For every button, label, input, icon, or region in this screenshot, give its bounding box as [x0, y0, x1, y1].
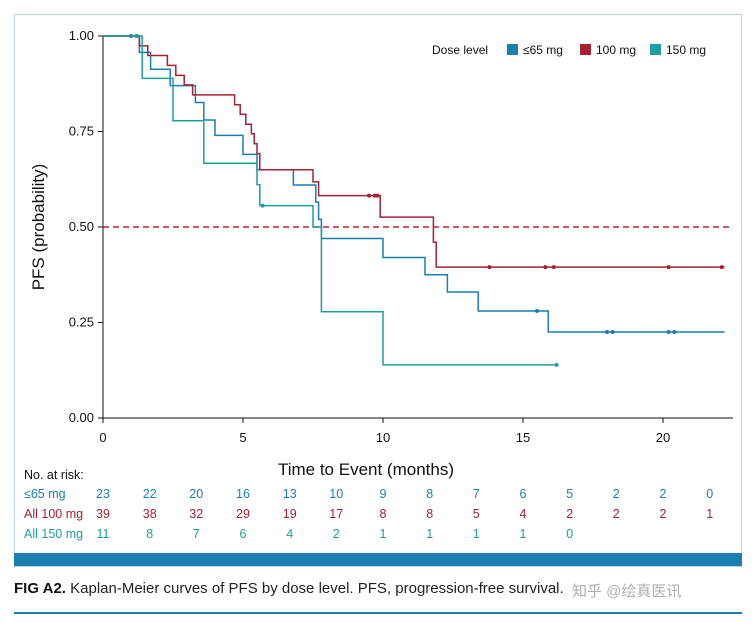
risk-row-label: All 150 mg: [24, 527, 83, 541]
risk-count: 6: [240, 527, 247, 541]
risk-count: 6: [520, 487, 527, 501]
risk-count: 19: [283, 507, 297, 521]
risk-count: 1: [380, 527, 387, 541]
risk-count: 29: [236, 507, 250, 521]
risk-count: 5: [473, 507, 480, 521]
risk-count: 1: [706, 507, 713, 521]
risk-count: 9: [380, 487, 387, 501]
risk-count: 7: [193, 527, 200, 541]
y-tick-label: 0.50: [69, 219, 94, 234]
risk-count: 8: [426, 487, 433, 501]
risk-count: 22: [143, 487, 157, 501]
risk-count: 2: [613, 507, 620, 521]
km-curve-100-mg: [103, 35, 725, 268]
risk-count: 2: [613, 487, 620, 501]
legend-swatch: [650, 44, 661, 55]
legend-label: 100 mg: [596, 43, 636, 57]
censor-mark-100-mg: [543, 265, 548, 270]
censor-mark-150-mg: [554, 362, 559, 367]
censor-mark-100-mg: [372, 193, 377, 198]
censor-mark-100-mg: [487, 265, 492, 270]
risk-count: 4: [520, 507, 527, 521]
risk-table-title: No. at risk:: [24, 468, 84, 482]
censor-mark-150-mg: [134, 34, 139, 38]
risk-count: 10: [329, 487, 343, 501]
risk-count: 1: [520, 527, 527, 541]
legend-title: Dose level: [432, 43, 488, 57]
caption-text: Kaplan-Meier curves of PFS by dose level…: [70, 580, 564, 597]
censor-mark-100-mg: [666, 265, 671, 270]
risk-count: 4: [286, 527, 293, 541]
censor-mark-65-mg: [672, 330, 677, 335]
legend-swatch: [507, 44, 518, 55]
risk-count: 20: [189, 487, 203, 501]
risk-count: 8: [146, 527, 153, 541]
risk-count: 8: [380, 507, 387, 521]
censor-mark-100-mg: [551, 265, 556, 270]
y-tick-label: 0.25: [69, 315, 94, 330]
figure-frame: [14, 14, 742, 567]
censor-mark-65-mg: [666, 330, 671, 335]
censor-mark-65-mg: [610, 330, 615, 335]
risk-count: 0: [706, 487, 713, 501]
risk-count: 39: [96, 507, 110, 521]
risk-count: 8: [426, 507, 433, 521]
risk-count: 38: [143, 507, 157, 521]
risk-count: 11: [97, 527, 110, 541]
x-tick-label: 5: [239, 430, 246, 445]
risk-row-label: ≤65 mg: [24, 487, 66, 501]
censor-mark-100-mg: [375, 193, 380, 198]
caption-label: FIG A2.: [14, 580, 66, 597]
risk-count: 2: [333, 527, 340, 541]
y-tick-label: 0.75: [69, 124, 94, 139]
y-tick-label: 1.00: [69, 28, 94, 43]
risk-count: 2: [660, 507, 667, 521]
risk-count: 2: [566, 507, 573, 521]
risk-count: 5: [566, 487, 573, 501]
risk-count: 13: [283, 487, 297, 501]
x-tick-label: 15: [516, 430, 530, 445]
x-tick-label: 10: [376, 430, 390, 445]
watermark-text: 知乎 @绘真医讯: [572, 583, 682, 600]
risk-row-label: All 100 mg: [24, 507, 83, 521]
legend-label: 150 mg: [666, 43, 706, 57]
x-tick-label: 20: [656, 430, 670, 445]
censor-mark-65-mg: [535, 309, 539, 314]
censor-mark-100-mg: [719, 265, 724, 270]
x-tick-label: 0: [99, 430, 106, 445]
y-tick-label: 0.00: [69, 410, 94, 425]
censor-mark-100-mg: [367, 193, 371, 198]
risk-count: 0: [566, 527, 573, 541]
risk-count: 7: [473, 487, 480, 501]
legend-label: ≤65 mg: [523, 43, 563, 57]
risk-count: 2: [660, 487, 667, 501]
risk-count: 32: [189, 507, 203, 521]
x-axis-title: Time to Event (months): [278, 460, 454, 479]
figure-bottom-bar: [14, 553, 742, 566]
caption-rule: [14, 612, 742, 614]
risk-count: 16: [236, 487, 250, 501]
km-curve-150-mg: [103, 35, 557, 366]
censor-mark-150-mg: [260, 203, 265, 208]
risk-count: 1: [473, 527, 480, 541]
km-curve-65-mg: [103, 35, 725, 333]
figure-caption: FIG A2. Kaplan-Meier curves of PFS by do…: [14, 580, 564, 597]
y-axis-title: PFS (probability): [29, 164, 48, 291]
risk-count: 17: [329, 507, 343, 521]
censor-mark-65-mg: [605, 330, 609, 335]
risk-count: 23: [96, 487, 110, 501]
legend-swatch: [580, 44, 591, 55]
risk-count: 1: [426, 527, 433, 541]
